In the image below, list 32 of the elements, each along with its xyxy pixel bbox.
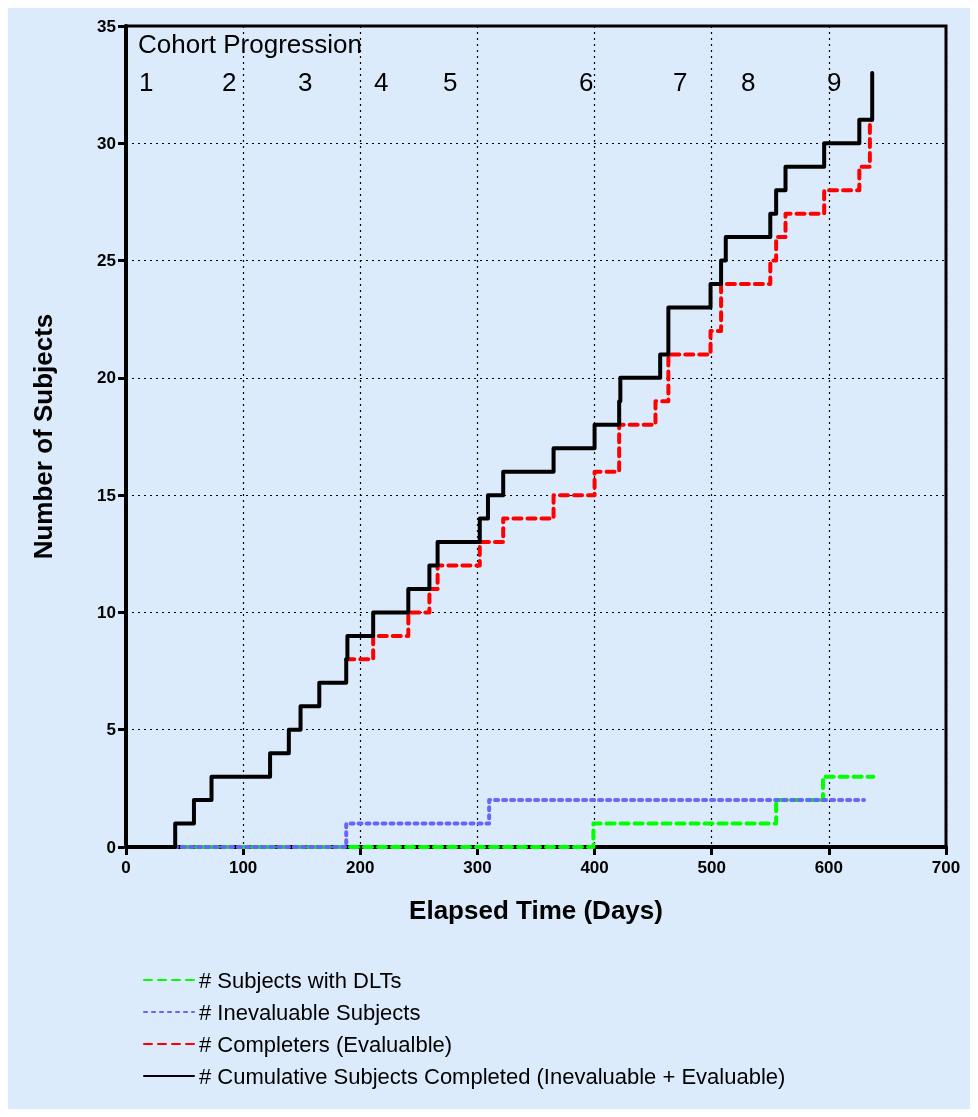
y-tick-label: 25	[97, 251, 116, 271]
x-tick-label: 600	[814, 858, 844, 877]
annotation: 7	[673, 67, 688, 97]
x-tick-label: 100	[228, 858, 258, 877]
annotation: 3	[298, 67, 313, 97]
x-tick-label: 400	[580, 858, 609, 877]
legend-label: # Completers (Evalualble)	[199, 1031, 453, 1057]
y-tick-label: 30	[97, 133, 116, 153]
annotation: 4	[374, 67, 389, 97]
annotation: 5	[443, 67, 458, 97]
y-tick-label: 20	[97, 368, 116, 388]
y-tick-label: 10	[97, 602, 116, 622]
x-tick-label: 0	[121, 858, 131, 877]
y-axis-title: Number of Subjects	[28, 313, 58, 560]
legend-label: # Subjects with DLTs	[199, 967, 402, 993]
y-tick-label: 5	[106, 720, 116, 740]
annotation: Cohort Progression	[138, 29, 362, 59]
annotation: 1	[139, 67, 154, 97]
x-tick-label: 700	[931, 858, 961, 877]
annotation: 9	[827, 67, 842, 97]
x-tick-label: 200	[346, 858, 375, 877]
x-tick-label: 300	[463, 858, 492, 877]
y-tick-label: 0	[106, 837, 116, 857]
y-tick-label: 35	[97, 16, 116, 36]
annotation: 8	[741, 67, 756, 97]
annotation: 6	[579, 67, 594, 97]
x-tick-label: 500	[697, 858, 726, 877]
y-tick-label: 15	[97, 485, 116, 505]
annotation: 2	[222, 67, 237, 97]
legend-label: # Cumulative Subjects Completed (Inevaluable + Evaluable)	[199, 1063, 786, 1089]
legend-label: # Inevaluable Subjects	[199, 999, 421, 1025]
x-axis-title: Elapsed Time (Days)	[409, 895, 663, 925]
